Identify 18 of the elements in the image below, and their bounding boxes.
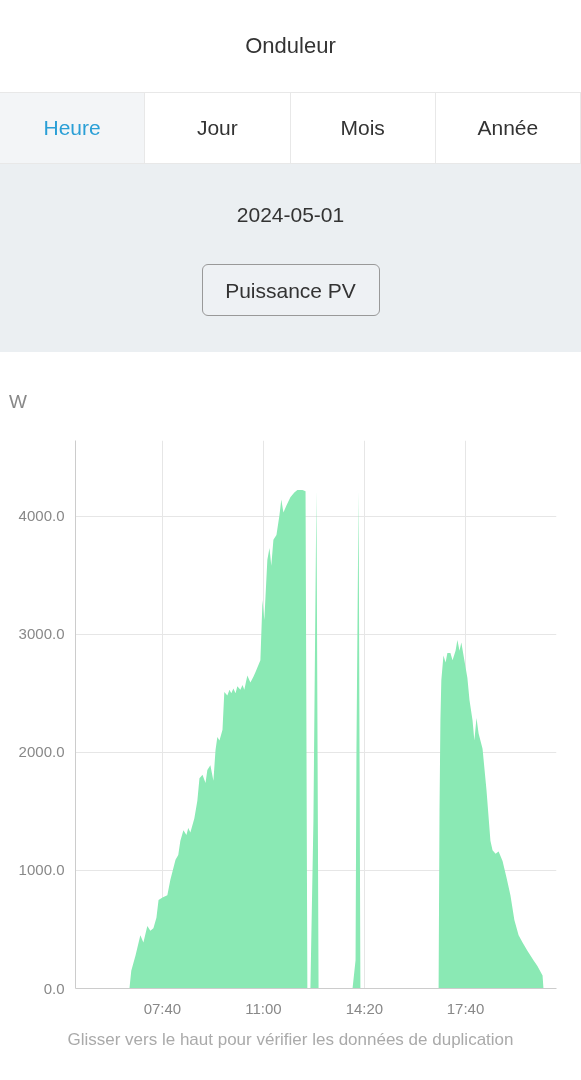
y-tick-label: 4000.0 (18, 507, 65, 525)
y-tick-label: 3000.0 (18, 625, 65, 643)
y-tick-label: 1000.0 (18, 861, 65, 879)
x-tick-label: 14:20 (345, 999, 384, 1017)
x-tick-label: 17:40 (446, 999, 485, 1017)
text: Glisser vers le haut pour vérifier les données de duplication (66, 1029, 515, 1051)
text: Année (435, 93, 581, 163)
text: Puissance PV (201, 264, 380, 316)
y-axis-title: W (8, 390, 27, 414)
chart-title: Onduleur (244, 32, 337, 60)
x-tick-label: 11:00 (245, 999, 282, 1017)
y-tick-label: 0.0 (43, 979, 65, 997)
text: 2024-05-01 (235, 202, 346, 228)
text: Mois (290, 93, 436, 163)
text: Heure (0, 93, 146, 163)
x-tick-label: 07:40 (143, 999, 182, 1017)
text: Jour (145, 93, 291, 163)
y-tick-label: 2000.0 (18, 743, 65, 761)
